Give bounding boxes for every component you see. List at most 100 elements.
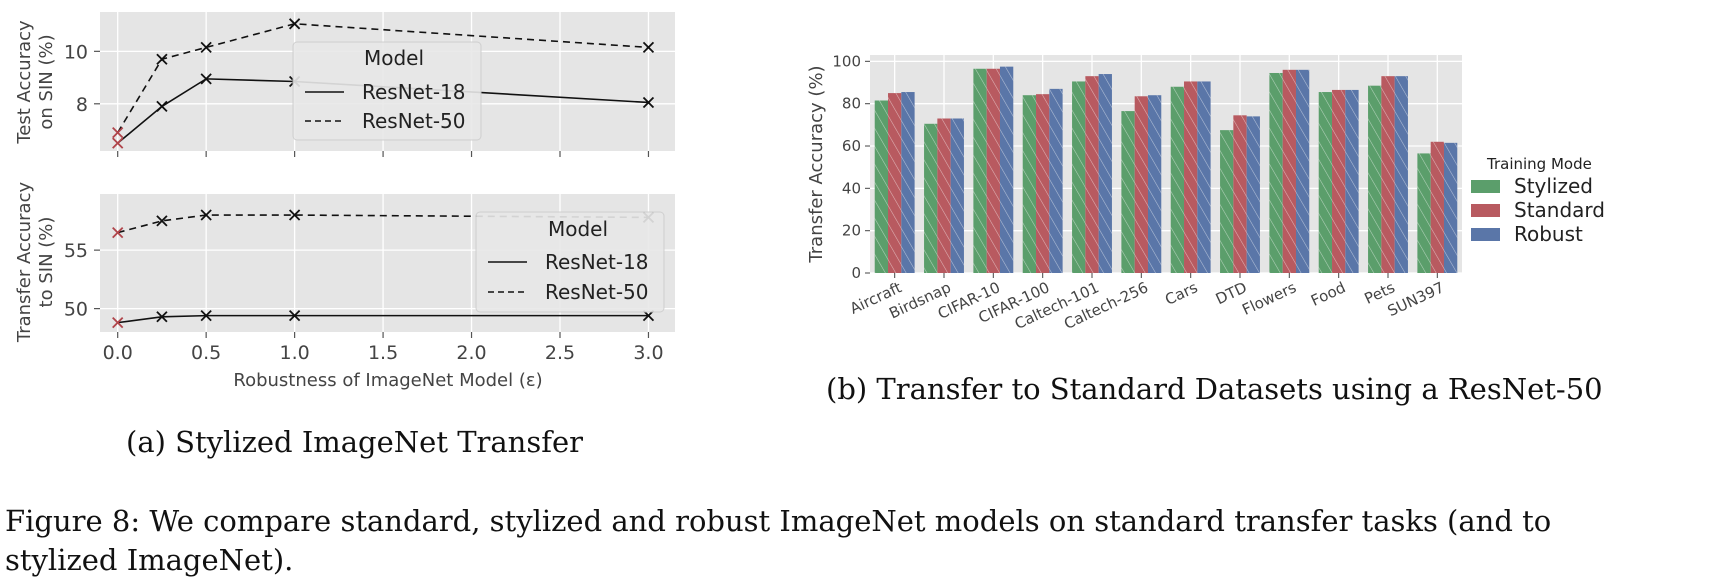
bar-hatch: [1049, 88, 1063, 273]
bar-hatch: [1381, 76, 1395, 274]
x-tick-label-b: Flowers: [1239, 278, 1299, 319]
x-axis-label-a: Robustness of ImageNet Model (ε): [233, 370, 542, 391]
bars-b: [874, 66, 1458, 274]
data-point-mark: [156, 53, 168, 65]
bar-hatch: [1269, 72, 1283, 273]
x-tick-label-a: 2.5: [545, 342, 575, 364]
bar-hatch: [1295, 69, 1310, 273]
data-point-resnet-18-a-top: [642, 96, 655, 109]
y-tick-label-b: 60: [842, 137, 861, 155]
bar-standard-pets: [1381, 76, 1395, 274]
data-point-mark: [288, 309, 301, 322]
data-point-resnet-18-a-bottom: [200, 309, 212, 322]
y-tick-label-a-top: 10: [64, 41, 88, 63]
data-point-resnet-18-a-top: [156, 100, 168, 113]
bar-standard-cifar-100: [1036, 94, 1050, 274]
bar-hatch: [924, 123, 938, 273]
data-point-mark: [642, 96, 655, 109]
data-point-mark: [112, 226, 124, 239]
bar-hatch: [1220, 130, 1234, 273]
bar-stylized-pets: [1368, 85, 1382, 273]
y-ticks-a-bottom: 50 55: [64, 240, 88, 320]
bar-hatch: [937, 118, 951, 273]
bar-hatch: [1170, 86, 1185, 273]
y-axis-label-a-bottom-line2: to SIN (%): [36, 217, 57, 308]
bar-hatch: [986, 68, 1000, 273]
data-point-resnet-50-a-bottom: [156, 215, 168, 227]
x-tick-label-b: Cars: [1162, 278, 1200, 309]
bar-hatch: [1430, 141, 1444, 273]
bar-standard-caltech-101: [1085, 76, 1099, 274]
data-point-mark: [200, 209, 212, 221]
bar-hatch: [1394, 76, 1408, 274]
bar-robust-cifar-100: [1049, 88, 1063, 273]
bar-standard-aircraft: [888, 93, 902, 274]
legend-swatch-robust: [1471, 228, 1500, 241]
bar-hatch: [1098, 74, 1112, 273]
bar-hatch: [1085, 76, 1099, 274]
x-tick-label-a: 1.5: [368, 342, 398, 364]
data-point-resnet-18-a-bottom: [288, 309, 301, 322]
legend-a-bottom: Model ResNet-18 ResNet-50: [475, 211, 665, 313]
legend-title-a-top: Model: [364, 46, 424, 70]
bar-stylized-caltech-101: [1072, 81, 1086, 273]
legend-title-b: Training Mode: [1486, 155, 1592, 173]
bar-hatch: [950, 118, 964, 273]
y-tick-label-a-bottom: 55: [64, 240, 88, 262]
bar-robust-aircraft: [901, 92, 915, 273]
bar-standard-birdsnap: [937, 118, 951, 273]
bar-hatch: [1443, 142, 1458, 273]
y-tick-label-b: 0: [851, 264, 861, 282]
y-tick-label-b: 20: [842, 222, 861, 240]
bar-robust-birdsnap: [950, 118, 964, 273]
x-tick-label-a: 3.0: [633, 342, 663, 364]
bar-hatch: [1318, 92, 1333, 273]
data-point-resnet-18-a-bottom: [156, 311, 168, 323]
legend-swatch-stylized: [1471, 180, 1500, 193]
data-point-resnet-18-a-top: [200, 73, 212, 85]
bar-robust-caltech-101: [1098, 74, 1112, 273]
y-axis-label-a-top-line2: on SIN (%): [36, 34, 57, 129]
x-tick-label-b: SUN397: [1385, 278, 1447, 320]
bar-stylized-flowers: [1269, 72, 1283, 273]
data-point-mark: [112, 317, 124, 329]
y-tick-label-b: 80: [842, 95, 861, 113]
bar-hatch: [1345, 89, 1359, 273]
bar-stylized-dtd: [1220, 130, 1234, 273]
bar-stylized-cifar-10: [973, 68, 987, 273]
caption-b: (b) Transfer to Standard Datasets using …: [826, 372, 1603, 406]
data-point-resnet-50-a-top: [156, 53, 168, 65]
figure-caption-line1: Figure 8: We compare standard, stylized …: [5, 504, 1551, 538]
bar-standard-dtd: [1233, 115, 1247, 273]
bar-robust-flowers: [1295, 69, 1310, 273]
legend-label-resnet18-a-bottom: ResNet-18: [545, 250, 649, 274]
data-point-resnet-50-a-top: [642, 41, 655, 54]
x-ticks-b: AircraftBirdsnapCIFAR-10CIFAR-100Caltech…: [847, 278, 1447, 333]
bar-hatch: [1147, 95, 1162, 273]
data-point-resnet-18-a-top: [112, 137, 124, 149]
data-point-mark: [156, 100, 168, 113]
bar-robust-caltech-256: [1147, 95, 1162, 273]
bar-stylized-caltech-256: [1121, 111, 1135, 274]
bar-hatch: [888, 93, 902, 274]
y-axis-label-a-top-line1: Test Accuracy: [14, 20, 35, 145]
data-point-resnet-50-a-top: [288, 18, 301, 30]
bar-hatch: [999, 66, 1014, 273]
bar-hatch: [1036, 94, 1050, 274]
data-point-mark: [288, 18, 301, 30]
bar-hatch: [1197, 81, 1211, 273]
bar-hatch: [1417, 153, 1431, 273]
legend-label-robust: Robust: [1514, 222, 1583, 246]
bar-robust-food: [1345, 89, 1359, 273]
bar-hatch: [1121, 111, 1135, 274]
data-point-mark: [288, 209, 301, 221]
x-tick-label-a: 0.5: [191, 342, 221, 364]
x-tick-label-a: 0.0: [103, 342, 133, 364]
y-ticks-b: 0 20 40 60 80 100: [832, 52, 861, 282]
bar-robust-cars: [1197, 81, 1211, 273]
legend-swatch-standard: [1471, 204, 1500, 217]
bar-hatch: [1022, 95, 1037, 273]
data-point-mark: [200, 73, 212, 85]
legend-label-stylized: Stylized: [1514, 174, 1593, 198]
